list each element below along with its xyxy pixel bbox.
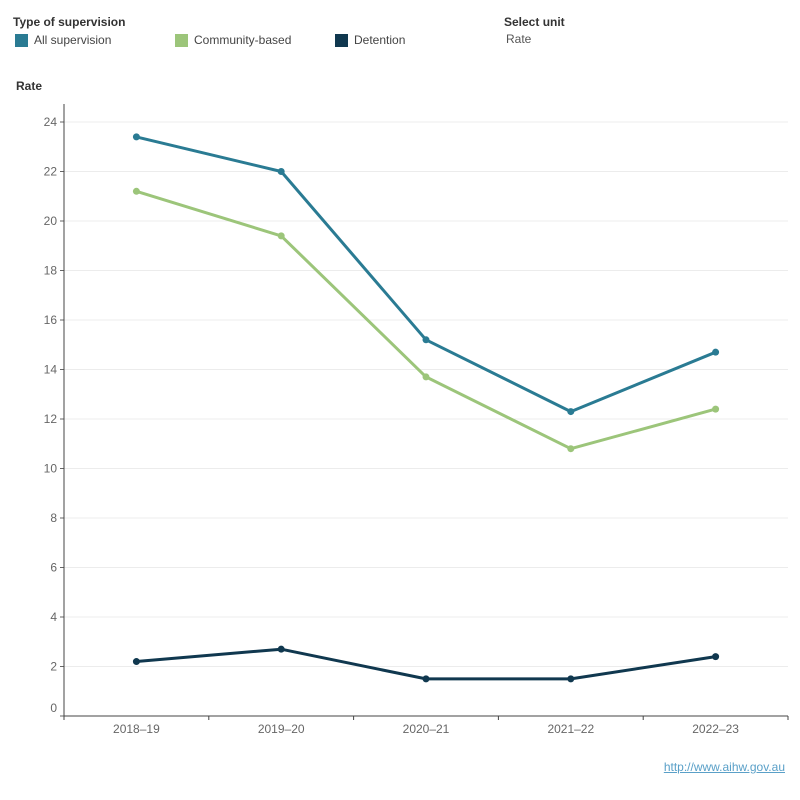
legend-swatch-community-based xyxy=(175,33,188,47)
legend-item-community-based[interactable]: Community-based xyxy=(175,33,291,47)
y-axis-title: Rate xyxy=(16,79,43,93)
y-tick-label: 4 xyxy=(50,610,57,624)
y-tick-label: 6 xyxy=(50,561,57,575)
y-tick-label: 10 xyxy=(44,462,58,476)
x-tick-label: 2022–23 xyxy=(692,722,739,736)
data-point-detention[interactable] xyxy=(277,645,285,653)
data-point-community-based[interactable] xyxy=(422,373,430,381)
unit-selector-title: Select unit xyxy=(504,15,565,29)
data-point-detention[interactable] xyxy=(712,653,720,661)
y-tick-label: 2 xyxy=(50,660,57,674)
y-tick-label: 16 xyxy=(44,313,58,327)
y-tick-label: 22 xyxy=(44,165,58,179)
y-tick-label: 24 xyxy=(44,115,58,129)
y-tick-label: 0 xyxy=(50,701,57,715)
x-tick-label: 2020–21 xyxy=(403,722,450,736)
unit-selector-value[interactable]: Rate xyxy=(506,32,532,46)
data-point-community-based[interactable] xyxy=(567,445,575,453)
data-point-all-supervision[interactable] xyxy=(422,336,430,344)
x-tick-label: 2021–22 xyxy=(547,722,594,736)
data-point-community-based[interactable] xyxy=(277,232,285,240)
legend-title: Type of supervision xyxy=(13,15,126,29)
x-tick-label: 2018–19 xyxy=(113,722,160,736)
aihw-link[interactable]: http://www.aihw.gov.au xyxy=(663,760,785,774)
legend-item-detention[interactable]: Detention xyxy=(335,33,405,47)
legend-label-community-based: Community-based xyxy=(194,33,292,47)
y-tick-label: 12 xyxy=(44,412,58,426)
data-point-all-supervision[interactable] xyxy=(132,133,140,141)
series-line-all-supervision xyxy=(134,135,718,414)
y-tick-label: 14 xyxy=(44,363,58,377)
legend-label-all-supervision: All supervision xyxy=(34,33,112,47)
data-point-community-based[interactable] xyxy=(712,405,720,413)
data-point-all-supervision[interactable] xyxy=(712,348,720,356)
legend-item-all-supervision[interactable]: All supervision xyxy=(15,33,111,47)
data-point-all-supervision[interactable] xyxy=(567,408,575,416)
data-point-detention[interactable] xyxy=(422,675,430,683)
legend-swatch-detention xyxy=(335,33,348,47)
x-tick-label: 2019–20 xyxy=(258,722,305,736)
y-tick-label: 18 xyxy=(44,264,58,278)
legend-swatch-all-supervision xyxy=(15,33,28,47)
data-point-detention[interactable] xyxy=(567,675,575,683)
data-point-community-based[interactable] xyxy=(132,187,140,195)
y-tick-label: 8 xyxy=(50,511,57,525)
data-point-all-supervision[interactable] xyxy=(277,168,285,175)
y-tick-label: 20 xyxy=(44,214,58,228)
series-line-detention xyxy=(134,647,718,681)
legend-label-detention: Detention xyxy=(354,33,406,47)
data-point-detention[interactable] xyxy=(132,658,140,666)
